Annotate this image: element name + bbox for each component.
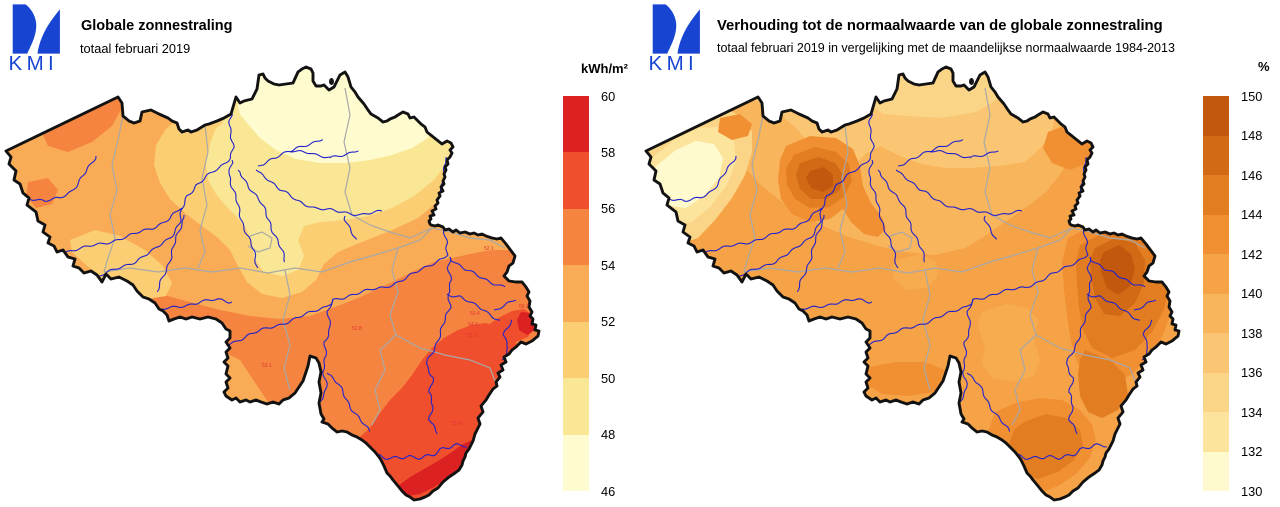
svg-text:53.2: 53.2 bbox=[467, 333, 477, 339]
svg-text:KMI: KMI bbox=[9, 52, 59, 75]
svg-text:52.1: 52.1 bbox=[484, 246, 494, 252]
svg-text:52.8: 52.8 bbox=[352, 326, 362, 332]
svg-text:54.0: 54.0 bbox=[468, 322, 478, 328]
svg-text:53.4: 53.4 bbox=[470, 311, 480, 317]
svg-text:56.2: 56.2 bbox=[519, 304, 529, 310]
svg-text:KMI: KMI bbox=[649, 52, 699, 75]
svg-text:55.6: 55.6 bbox=[452, 421, 462, 427]
svg-text:53.1: 53.1 bbox=[262, 363, 272, 369]
